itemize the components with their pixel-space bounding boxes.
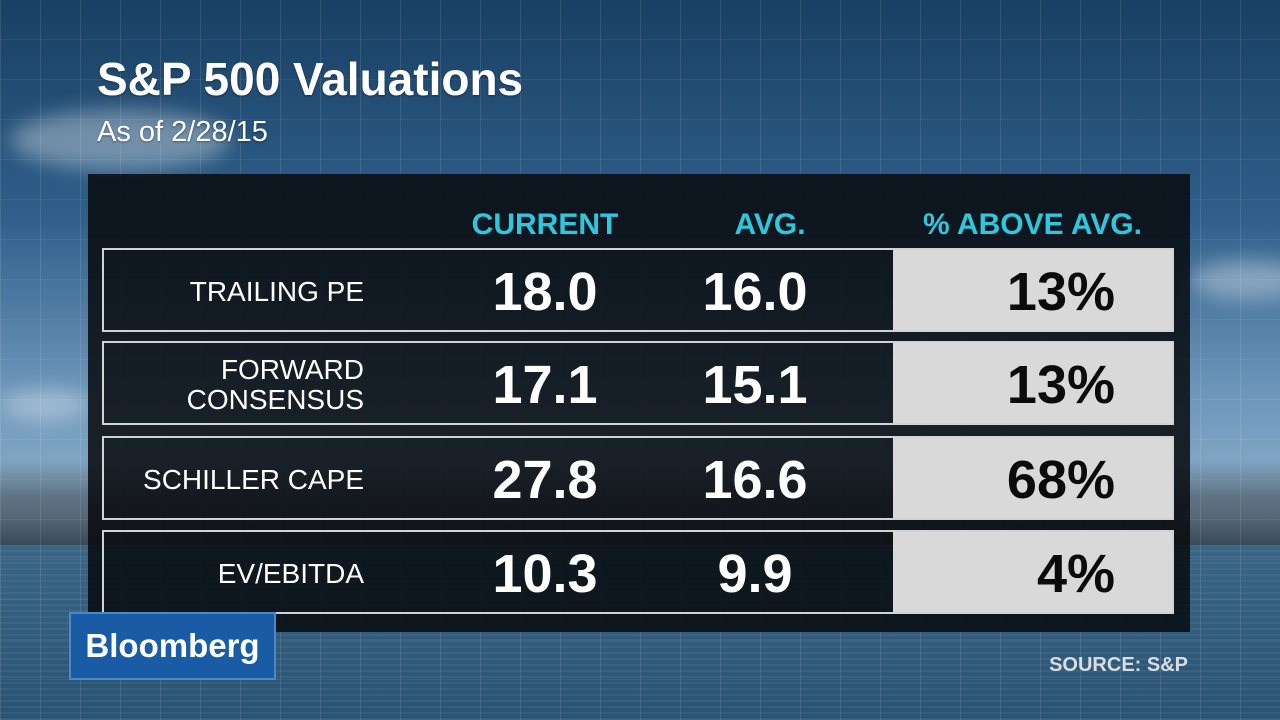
row-label: FORWARD CONSENSUS [104,343,364,427]
pct-above-avg-value: 13% [1006,355,1115,415]
row-label: TRAILING PE [189,276,364,307]
pct-above-avg-value: 13% [1006,262,1115,322]
bloomberg-logo: Bloomberg [69,612,276,680]
avg-value: 16.0 [702,262,808,322]
source-note: SOURCE: S&P [1049,654,1188,676]
table-row [102,530,1174,614]
table-row [102,436,1174,520]
current-value: 18.0 [492,262,598,322]
current-value: 10.3 [492,544,598,604]
column-header-current: CURRENT [471,208,619,241]
pct-cell-background [893,250,1172,330]
pct-cell-background [893,438,1172,518]
row-label-text: FORWARD CONSENSUS [186,354,364,415]
pct-above-avg-value: 4% [1036,544,1115,604]
pct-cell-background [893,532,1172,612]
pct-above-avg-value: 68% [1006,450,1115,510]
avg-value: 16.6 [702,450,808,510]
cloud [10,110,230,170]
current-value: 27.8 [492,450,598,510]
column-header-pct-above-avg: % ABOVE AVG. [923,208,1142,241]
chart-title: S&P 500 Valuations [97,53,524,105]
table-row [102,248,1174,332]
table-row [102,341,1174,425]
row-label: EV/EBITDA [217,558,364,589]
row-label: SCHILLER CAPE [143,464,364,495]
pct-cell-background [893,343,1172,423]
cloud [0,390,90,420]
cloud [1190,260,1280,300]
current-value: 17.1 [492,355,598,415]
avg-value: 9.9 [717,544,793,604]
avg-value: 15.1 [702,355,808,415]
chart-subtitle: As of 2/28/15 [97,116,268,148]
column-header-avg: AVG. [734,208,806,241]
